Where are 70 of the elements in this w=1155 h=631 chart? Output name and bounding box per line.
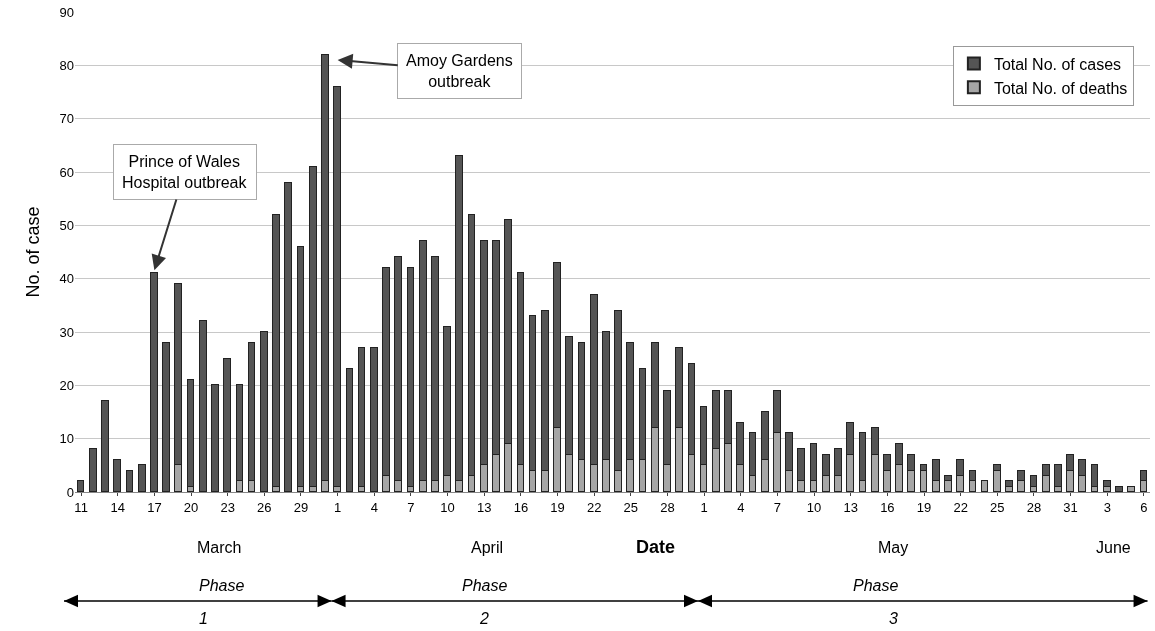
x-tick-label: 16 [880, 499, 895, 515]
bar [370, 347, 378, 492]
x-tick-label: 29 [293, 499, 309, 515]
y-tick-label: 80 [59, 57, 74, 73]
x-tick-label: 20 [183, 499, 199, 515]
legend-label: Total No. of deaths [993, 79, 1128, 97]
x-tick-label: 22 [953, 499, 968, 515]
bar [1127, 486, 1135, 492]
bar [77, 480, 84, 492]
x-tick-label: 13 [477, 499, 492, 515]
text: Phase 2 [462, 577, 508, 627]
bar [101, 400, 109, 492]
x-tick-label: 14 [110, 499, 125, 515]
bar [199, 320, 207, 492]
text: June [1096, 539, 1131, 556]
x-tick-label: 3 [1103, 499, 1111, 515]
x-tick-label: 7 [773, 499, 782, 515]
x-tick-label: 23 [220, 499, 235, 515]
text: Phase 3 [853, 577, 899, 627]
x-tick-label: 22 [586, 499, 602, 515]
bar [211, 384, 219, 492]
x-tick-label: 31 [1063, 499, 1078, 515]
x-tick-label: 10 [806, 499, 822, 515]
y-tick-label: 20 [59, 377, 74, 393]
y-tick-label: 10 [59, 431, 74, 447]
x-tick-label: 19 [916, 499, 932, 515]
annotation: Amoy Gardens outbreak [406, 52, 513, 90]
x-tick-label: 16 [513, 499, 529, 515]
bar [126, 470, 133, 492]
bar [260, 331, 268, 492]
bar [138, 464, 146, 492]
bar [162, 342, 170, 492]
x-tick-label: 1 [700, 499, 708, 515]
y-tick-label: 50 [59, 217, 74, 233]
y-tick-label: 0 [66, 484, 74, 500]
x-tick-label: 6 [1140, 499, 1148, 515]
x-tick-label: 19 [550, 499, 565, 515]
y-tick-label: 70 [59, 111, 74, 127]
x-tick-label: 25 [990, 499, 1005, 515]
y-tick-label: 30 [59, 324, 74, 340]
x-tick-label: 11 [74, 499, 88, 515]
legend-label: Total No. of cases [993, 55, 1122, 73]
bar [113, 459, 121, 492]
bar [346, 368, 353, 492]
y-tick-label: 60 [59, 164, 74, 180]
x-axis-title: Date [636, 537, 676, 557]
x-tick-label: 28 [1026, 499, 1042, 515]
x-tick-label: 7 [407, 499, 415, 515]
text: March [197, 539, 242, 556]
text: May [878, 539, 909, 556]
x-tick-label: 4 [737, 499, 745, 515]
x-tick-label: 1 [334, 499, 342, 515]
x-tick-label: 25 [623, 499, 639, 515]
x-tick-label: 28 [660, 499, 675, 515]
x-tick-label: 13 [843, 499, 858, 515]
x-tick-label: 10 [440, 499, 455, 515]
text: April [471, 539, 504, 556]
bar [981, 480, 988, 492]
bar [284, 182, 292, 492]
text: Phase 1 [199, 577, 245, 627]
y-tick-label: 90 [59, 4, 74, 20]
annotation: Prince of Wales Hospital outbreak [122, 153, 248, 191]
y-tick-label: 40 [59, 271, 74, 287]
bar [89, 448, 97, 492]
y-axis-title: No. of case [22, 206, 43, 298]
x-tick-label: 4 [370, 499, 378, 515]
x-tick-label: 26 [257, 499, 272, 515]
bar [1115, 486, 1123, 492]
bar [223, 358, 231, 492]
x-tick-label: 17 [147, 499, 162, 515]
